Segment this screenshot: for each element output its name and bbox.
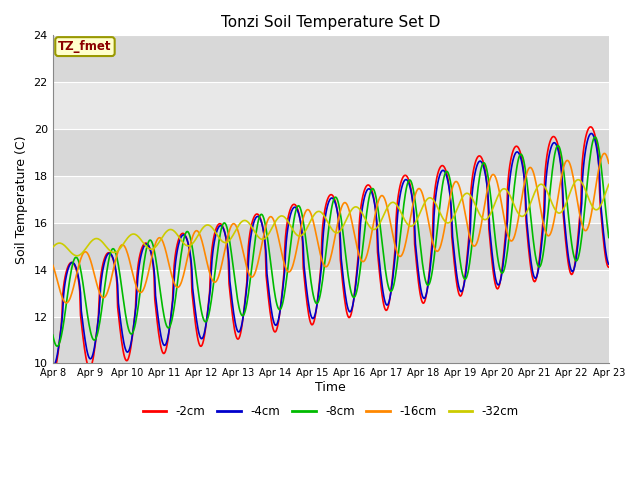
- -8cm: [117, 277, 125, 283]
- -16cm: [117, 243, 125, 249]
- -16cm: [173, 285, 181, 290]
- -2cm: [59, 292, 67, 298]
- -4cm: [399, 180, 407, 186]
- -4cm: [203, 318, 211, 324]
- Line: -2cm: -2cm: [52, 127, 609, 375]
- -4cm: [173, 248, 181, 254]
- -16cm: [600, 151, 608, 156]
- -16cm: [399, 250, 407, 255]
- -16cm: [203, 258, 211, 264]
- -32cm: [605, 181, 612, 187]
- -8cm: [49, 332, 56, 337]
- -32cm: [415, 212, 423, 217]
- Line: -4cm: -4cm: [52, 133, 609, 366]
- -2cm: [399, 176, 406, 181]
- -32cm: [73, 253, 81, 259]
- Bar: [52, 316, 609, 363]
- -8cm: [173, 282, 181, 288]
- -16cm: [59, 296, 67, 301]
- Bar: [52, 82, 609, 129]
- -4cm: [49, 362, 56, 368]
- Bar: [52, 36, 609, 82]
- -4cm: [50, 363, 58, 369]
- -8cm: [399, 208, 407, 214]
- -32cm: [59, 241, 67, 247]
- -2cm: [202, 324, 210, 329]
- -8cm: [60, 321, 67, 327]
- X-axis label: Time: Time: [316, 381, 346, 394]
- Bar: [52, 176, 609, 223]
- -32cm: [173, 232, 181, 238]
- -2cm: [173, 245, 180, 251]
- Bar: [52, 129, 609, 176]
- -4cm: [605, 262, 612, 267]
- Line: -32cm: -32cm: [52, 180, 609, 256]
- -32cm: [399, 214, 407, 220]
- Line: -8cm: -8cm: [52, 137, 609, 346]
- -8cm: [203, 318, 211, 324]
- -32cm: [49, 244, 56, 250]
- -32cm: [203, 222, 211, 228]
- Line: -16cm: -16cm: [52, 154, 609, 303]
- -4cm: [415, 276, 423, 282]
- -4cm: [117, 320, 125, 325]
- -4cm: [587, 131, 595, 136]
- -8cm: [605, 235, 612, 240]
- Bar: [52, 223, 609, 270]
- -32cm: [574, 177, 582, 182]
- -4cm: [60, 293, 67, 299]
- -2cm: [415, 280, 422, 286]
- -16cm: [415, 186, 423, 192]
- Title: Tonzi Soil Temperature Set D: Tonzi Soil Temperature Set D: [221, 15, 440, 30]
- -8cm: [54, 343, 61, 349]
- -2cm: [586, 124, 594, 130]
- -8cm: [591, 134, 599, 140]
- -8cm: [415, 234, 423, 240]
- -2cm: [605, 264, 612, 270]
- Y-axis label: Soil Temperature (C): Soil Temperature (C): [15, 135, 28, 264]
- Legend: -2cm, -4cm, -8cm, -16cm, -32cm: -2cm, -4cm, -8cm, -16cm, -32cm: [138, 401, 524, 423]
- -16cm: [605, 161, 612, 167]
- -16cm: [63, 300, 70, 306]
- Text: TZ_fmet: TZ_fmet: [58, 40, 112, 53]
- Bar: [52, 270, 609, 316]
- -16cm: [49, 262, 56, 268]
- -2cm: [49, 372, 56, 378]
- -2cm: [116, 325, 124, 331]
- -32cm: [117, 245, 125, 251]
